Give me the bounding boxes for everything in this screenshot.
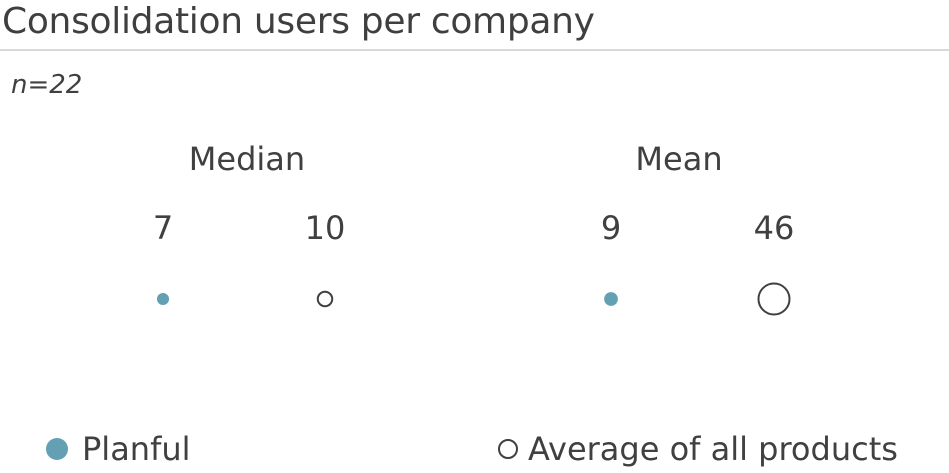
chart-marks: Median 7 10 Mean 9 46 — [153, 140, 795, 316]
chart-title: Consolidation users per company — [2, 1, 595, 42]
legend-swatch-average — [498, 439, 518, 459]
marker-median-average — [316, 290, 334, 308]
marker-mean-planful — [604, 292, 618, 306]
value-label-mean-average: 46 — [754, 209, 795, 247]
value-label-median-planful: 7 — [153, 209, 173, 247]
legend-label-average: Average of all products — [528, 430, 898, 468]
value-label-mean-planful: 9 — [601, 209, 621, 247]
marker-median-planful — [156, 292, 170, 306]
title-divider — [0, 49, 949, 51]
legend-label-planful: Planful — [82, 430, 191, 468]
group-label-median: Median — [189, 140, 305, 178]
value-label-median-average: 10 — [305, 209, 346, 247]
legend-swatch-planful — [46, 438, 68, 460]
legend-item-average: Average of all products — [498, 427, 898, 471]
group-label-mean: Mean — [635, 140, 722, 178]
marker-mean-average — [757, 282, 791, 316]
sample-size-label: n=22 — [11, 70, 83, 100]
legend-item-planful: Planful — [46, 427, 191, 471]
